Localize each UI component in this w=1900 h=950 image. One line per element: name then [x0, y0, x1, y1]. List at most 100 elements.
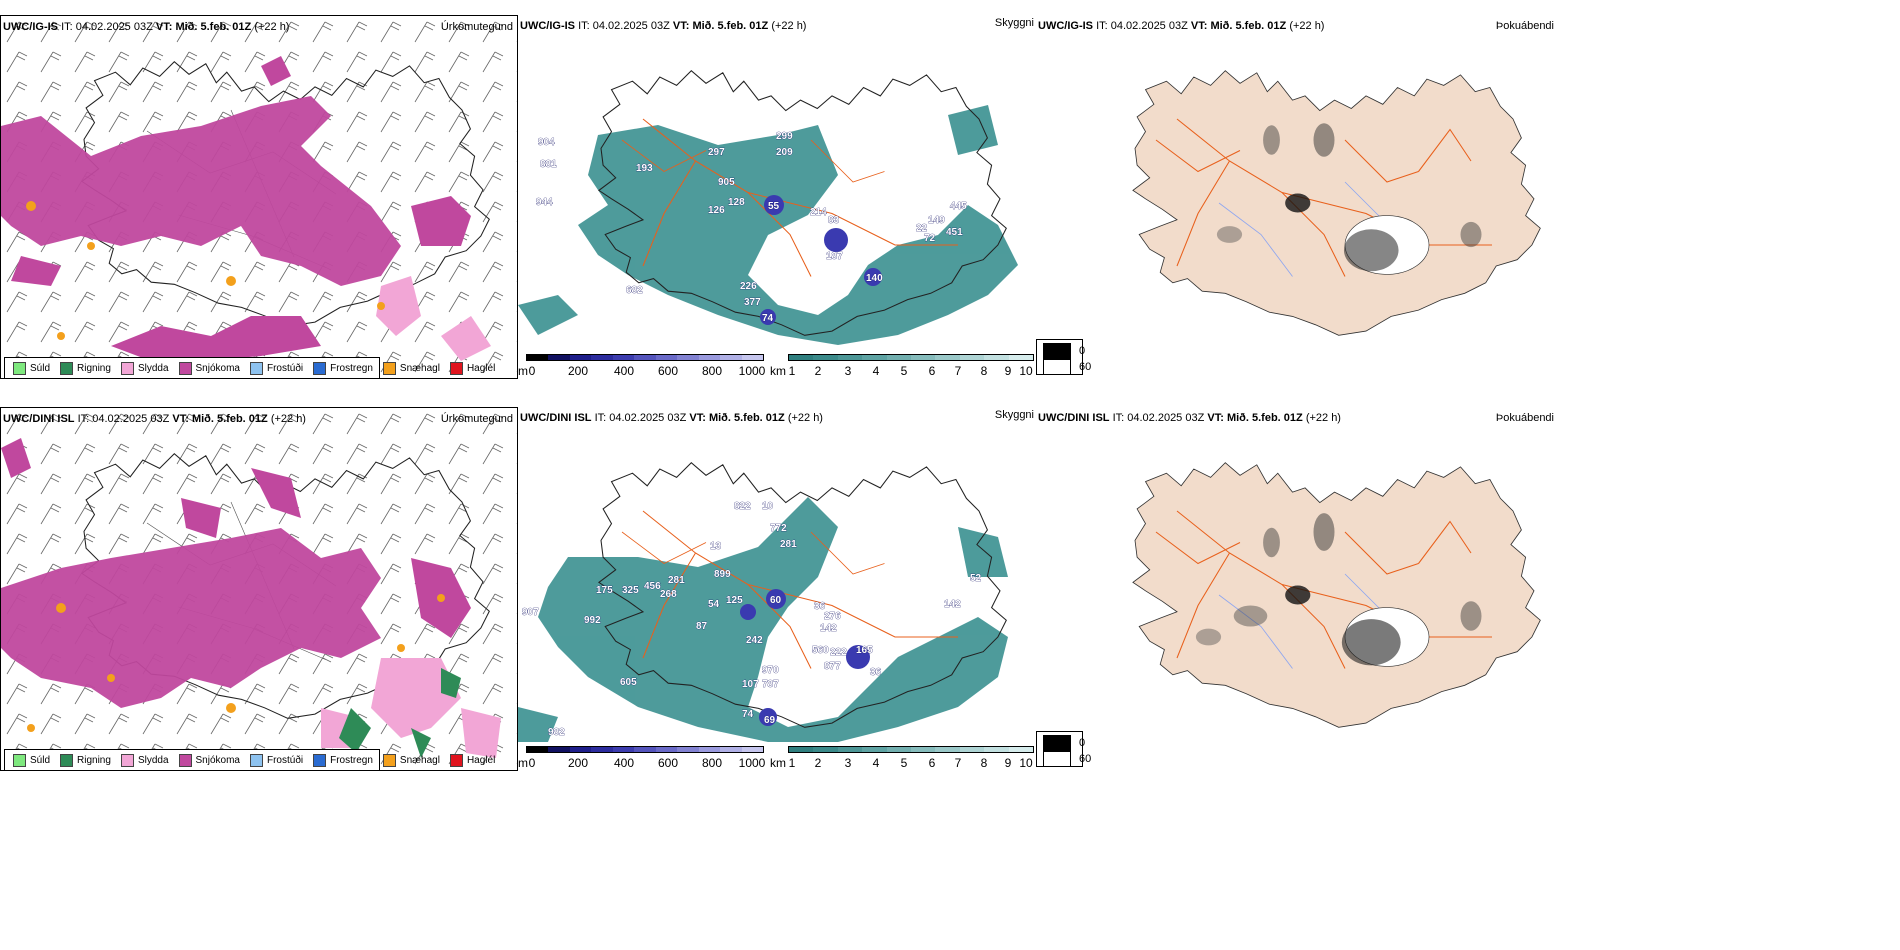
panel-header: UWC/IG-IS IT: 04.02.2025 03Z VT: Mið. 5.… [3, 21, 290, 33]
ceiling-label: 992 [584, 615, 601, 626]
ceiling-label: 36 [814, 601, 826, 612]
panel-title: Skyggni [994, 409, 1034, 421]
ceiling-label: 877 [824, 661, 841, 672]
panel-title: Skyggni [994, 17, 1034, 29]
tick: 10 [1019, 756, 1033, 770]
ceiling-label: 445 [950, 201, 967, 212]
ceiling-unit: m [518, 756, 528, 770]
ceiling-panel-top: UWC/IG-IS IT: 04.02.2025 03Z VT: Mið. 5.… [518, 15, 1036, 379]
tick: 10 [1019, 364, 1033, 378]
ceiling-label: 209 [776, 147, 793, 158]
ceiling-label: 242 [746, 635, 763, 646]
ceiling-label: 982 [548, 727, 565, 738]
tick: 7 [954, 364, 962, 378]
legend-item-frostudi: Frostúði [249, 361, 303, 375]
ceiling-label: 822 [734, 501, 751, 512]
ceiling-colorbar-strip [526, 354, 764, 361]
ceiling-label: 72 [924, 233, 936, 244]
ceiling-label: 165 [856, 645, 873, 656]
ceiling-colorbar-strip [526, 746, 764, 753]
ceiling-label: 297 [708, 147, 725, 158]
precip-type-legend: Súld Rigning Slydda Snjókoma Frostúði Fr… [4, 749, 495, 770]
tick: 5 [900, 364, 908, 378]
ceiling-label: 682 [626, 285, 643, 296]
ceiling-label: 69 [764, 715, 776, 726]
legend-item-rigning: Rigning [60, 361, 111, 375]
ceiling-label: 772 [770, 523, 787, 534]
ceiling-label: 907 [522, 607, 539, 618]
ceiling-label: 899 [714, 569, 731, 580]
fog-panel-top: UWC/IG-IS IT: 04.02.2025 03Z VT: Mið. 5.… [1036, 15, 1556, 379]
legend-item-snaehagl: Snæhagl [382, 361, 440, 375]
legend-item-snaehagl: Snæhagl [382, 753, 440, 767]
precip-type-map [1, 408, 517, 770]
tick: 1 [788, 364, 796, 378]
tick: 3 [844, 756, 852, 770]
tick: 6 [928, 756, 936, 770]
panel-title: Úrkomutegund [440, 21, 513, 33]
legend-item-sud: Súld [13, 361, 50, 375]
tick: 600 [657, 364, 679, 378]
fog-legend-row: 60 [1043, 751, 1091, 767]
ceiling-label: 128 [728, 197, 745, 208]
ceiling-label: 142 [944, 599, 961, 610]
ceiling-label: 60 [770, 595, 782, 606]
ceiling-panel-bottom: UWC/DINI ISL IT: 04.02.2025 03Z VT: Mið.… [518, 407, 1036, 771]
ceiling-label: 281 [780, 539, 797, 550]
ceiling-label: 970 [762, 665, 779, 676]
tick: 4 [872, 364, 880, 378]
ceiling-label: 193 [636, 163, 653, 174]
visibility-unit: km [770, 756, 786, 770]
visibility-colorbar-strip [788, 746, 1034, 753]
ceiling-label: 905 [718, 177, 735, 188]
panel-header: UWC/IG-IS IT: 04.02.2025 03Z VT: Mið. 5.… [1038, 20, 1325, 32]
ceiling-label: 560 [812, 645, 829, 656]
ceiling-colorbar: m 0 200 400 600 800 1000 [518, 352, 768, 378]
precip-type-map [1, 16, 517, 378]
panel-title: Þokuábendi [1495, 412, 1554, 424]
ceiling-label: 456 [644, 581, 661, 592]
ceiling-label: 881 [540, 159, 557, 170]
ceiling-label: 299 [776, 131, 793, 142]
tick: 1000 [738, 756, 766, 770]
ceiling-label: 126 [708, 205, 725, 216]
tick: 2 [814, 364, 822, 378]
ceiling-label: 187 [826, 251, 843, 262]
tick: 400 [613, 364, 635, 378]
fog-legend-top: 0 60 [1036, 339, 1091, 375]
tick: 1 [788, 756, 796, 770]
ceiling-label: 377 [744, 297, 761, 308]
ceiling-label: 175 [596, 585, 613, 596]
ceiling-label: 268 [660, 589, 677, 600]
panel-title: Úrkomutegund [440, 413, 513, 425]
ceiling-unit: m [518, 364, 528, 378]
ceiling-label: 55 [768, 201, 780, 212]
ceiling-label: 54 [708, 599, 720, 610]
tick: 2 [814, 756, 822, 770]
precip-type-panel-bottom: UWC/DINI ISL IT: 04.02.2025 03Z VT: Mið.… [0, 407, 518, 771]
fog-legend-row: 0 [1043, 343, 1085, 359]
ceiling-label: 325 [622, 585, 639, 596]
tick: 7 [954, 756, 962, 770]
ceiling-label: 214 [810, 207, 827, 218]
ceiling-label: 83 [828, 215, 840, 226]
tick: 6 [928, 364, 936, 378]
ceiling-label: 52 [970, 573, 982, 584]
precip-type-panel-top: UWC/IG-IS IT: 04.02.2025 03Z VT: Mið. 5.… [0, 15, 518, 379]
visibility-unit: km [770, 364, 786, 378]
tick: 8 [980, 756, 988, 770]
ceiling-label: 605 [620, 677, 637, 688]
legend-item-slydda: Slydda [120, 753, 169, 767]
tick: 0 [528, 756, 536, 770]
legend-item-frostregn: Frostregn [313, 361, 373, 375]
precip-type-legend: Súld Rigning Slydda Snjókoma Frostúði Fr… [4, 357, 495, 378]
visibility-colorbar: km 1 2 3 4 5 6 7 8 9 10 [770, 744, 1036, 770]
legend-item-snjokoma: Snjókoma [178, 753, 240, 767]
ceiling-colorbar: m 0 200 400 600 800 1000 [518, 744, 768, 770]
fog-map [1132, 462, 1541, 728]
legend-item-frostregn: Frostregn [313, 753, 373, 767]
panel-title: Þokuábendi [1495, 20, 1554, 32]
tick: 800 [701, 364, 723, 378]
ceiling-label: 36 [870, 667, 882, 678]
ceiling-label: 222 [830, 647, 847, 658]
